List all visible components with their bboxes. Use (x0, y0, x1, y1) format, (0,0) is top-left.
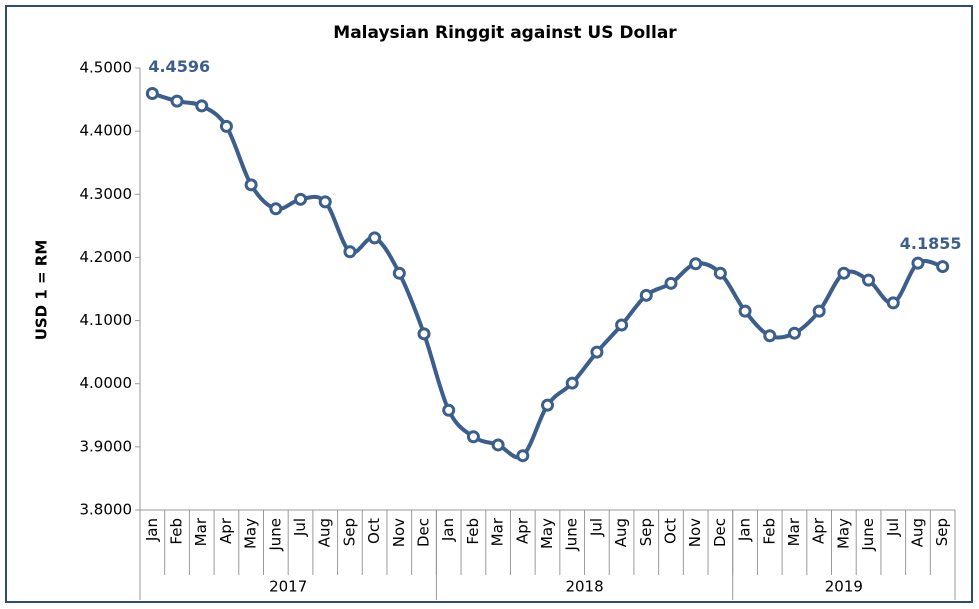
data-point (269, 202, 283, 216)
chart-border (5, 5, 973, 603)
x-tick-label: Jul (587, 518, 605, 537)
data-point (787, 326, 801, 340)
x-tick-label: Nov (390, 518, 408, 547)
group-label: 2018 (565, 578, 603, 596)
x-tick-label: Apr (810, 517, 828, 544)
x-tick-label: Sep (637, 518, 655, 546)
x-tick-label: Mar (785, 517, 803, 546)
data-point (516, 449, 530, 463)
data-point (195, 99, 209, 113)
x-tick-label: Nov (686, 518, 704, 547)
data-point (466, 430, 480, 444)
data-point (491, 438, 505, 452)
data-point (219, 119, 233, 133)
x-tick-label: May (538, 518, 556, 549)
data-point (763, 329, 777, 343)
y-tick-label: 3.8000 (80, 501, 133, 519)
data-point (368, 231, 382, 245)
data-point (145, 87, 159, 101)
data-point (812, 304, 826, 318)
chart-title: Malaysian Ringgit against US Dollar (333, 23, 677, 43)
x-tick-label: Oct (365, 518, 383, 544)
group-label: 2019 (825, 578, 863, 596)
x-tick-label: Jan (439, 518, 457, 542)
data-point (170, 94, 184, 108)
y-tick-label: 3.9000 (80, 437, 133, 455)
x-tick-label: Mar (192, 517, 210, 546)
data-point (837, 266, 851, 280)
data-point (936, 260, 950, 274)
y-tick-label: 4.0000 (80, 374, 133, 392)
x-tick-label: Jul (884, 518, 902, 537)
x-tick-label: May (834, 518, 852, 549)
data-point (639, 288, 653, 302)
x-tick-label: Apr (217, 517, 235, 544)
y-tick-label: 4.1000 (80, 311, 133, 329)
data-point (565, 376, 579, 390)
data-label: 4.4596 (148, 57, 210, 76)
y-tick-label: 4.4000 (80, 122, 133, 140)
data-point (442, 403, 456, 417)
x-tick-label: Aug (316, 518, 334, 547)
x-tick-label: June (266, 518, 284, 552)
data-point (244, 178, 258, 192)
y-tick-label: 4.2000 (80, 248, 133, 266)
x-tick-label: Sep (340, 518, 358, 546)
data-point (590, 345, 604, 359)
x-tick-label: May (242, 518, 260, 549)
data-point (343, 245, 357, 259)
data-point (911, 256, 925, 270)
x-tick-label: Aug (612, 518, 630, 547)
x-tick-label: Mar (489, 517, 507, 546)
x-tick-label: Oct (661, 518, 679, 544)
data-point (664, 276, 678, 290)
data-label: 4.1855 (900, 234, 962, 253)
y-tick-label: 4.5000 (80, 59, 133, 77)
y-axis-title: USD 1 = RM (33, 240, 51, 341)
data-point (541, 398, 554, 412)
data-point (689, 257, 703, 271)
y-tick-label: 4.3000 (80, 185, 133, 203)
data-point (738, 304, 752, 318)
x-tick-label: Jan (143, 518, 161, 542)
x-tick-label: Feb (760, 518, 778, 545)
x-tick-label: June (859, 518, 877, 552)
x-tick-label: Sep (933, 518, 951, 546)
data-point (713, 266, 727, 280)
data-point (615, 318, 629, 332)
data-point (862, 273, 876, 287)
x-tick-label: Feb (464, 518, 482, 545)
x-tick-label: Jan (736, 518, 754, 542)
x-tick-label: Feb (168, 518, 186, 545)
x-tick-label: Dec (711, 518, 729, 547)
group-label: 2017 (269, 578, 307, 596)
data-point (392, 266, 406, 280)
data-point (417, 327, 431, 341)
data-point (886, 296, 900, 310)
x-tick-label: Jul (291, 518, 309, 537)
x-tick-label: Aug (908, 518, 926, 547)
data-point (318, 195, 332, 209)
data-point (294, 192, 308, 206)
x-tick-label: June (563, 518, 581, 552)
x-tick-label: Dec (415, 518, 433, 547)
x-tick-label: Apr (513, 517, 531, 544)
